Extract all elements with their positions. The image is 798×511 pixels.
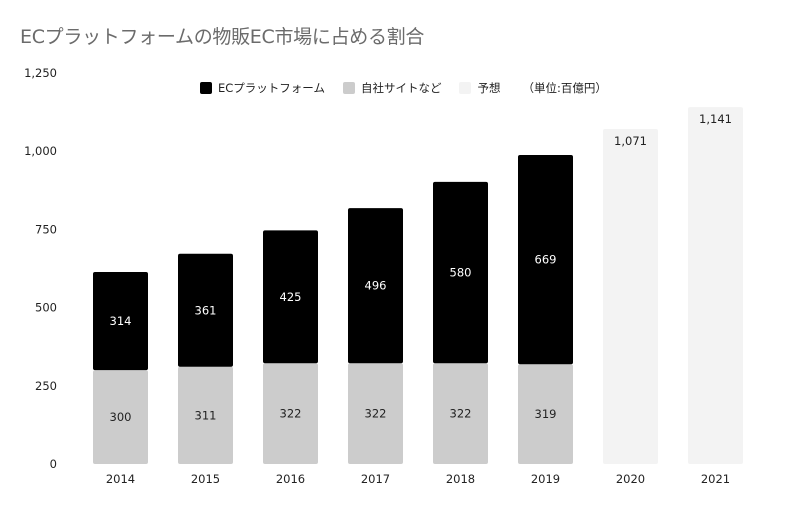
legend-swatch-ec-platform <box>200 82 212 94</box>
legend-item-ec-platform: ECプラットフォーム <box>200 80 325 96</box>
bar-2019-ec-platform <box>518 154 573 365</box>
legend-item-own-site: 自社サイトなど <box>342 80 442 96</box>
x-tick-label: 2016 <box>276 472 305 486</box>
chart-title: ECプラットフォームの物販EC市場に占める割合 <box>20 26 425 48</box>
data-label: 1,141 <box>699 112 732 126</box>
data-label: 319 <box>535 407 557 421</box>
x-tick-label: 2015 <box>191 472 220 486</box>
y-tick-label: 0 <box>50 457 57 471</box>
bar-2019-own-site <box>518 364 573 464</box>
x-tick-label: 2018 <box>446 472 475 486</box>
bar-2017-ec-platform <box>348 208 403 364</box>
bar-2020-forecast <box>603 128 658 464</box>
y-tick-label: 500 <box>35 301 57 315</box>
x-tick-label: 2021 <box>701 472 730 486</box>
bar-2018-ec-platform <box>433 181 488 364</box>
legend-swatch-own-site <box>342 82 355 94</box>
data-label: 314 <box>110 314 132 328</box>
data-labels: 300 314 311 361 322 425 322 496 322 580 319 669 1,07… <box>110 112 732 424</box>
data-label: 311 <box>195 408 217 422</box>
legend-item-forecast: 予想 <box>459 80 500 96</box>
bar-2014-own-site <box>93 370 148 464</box>
x-tick-label: 2019 <box>531 472 560 486</box>
y-axis: 0 250 500 750 1,000 1,250 <box>24 66 57 471</box>
legend-label-forecast: 予想 <box>477 81 501 95</box>
data-label: 300 <box>110 410 132 424</box>
data-label: 496 <box>365 279 387 293</box>
bars <box>93 107 743 464</box>
data-label: 361 <box>195 303 217 317</box>
legend-swatch-forecast <box>459 82 472 94</box>
legend-label-own-site: 自社サイトなど <box>360 81 442 95</box>
legend-label-ec-platform: ECプラットフォーム <box>218 81 325 95</box>
data-label: 322 <box>280 407 302 421</box>
legend: ECプラットフォーム 自社サイトなど 予想 （単位:百億円） <box>200 80 607 96</box>
bar-2014-ec-platform <box>93 271 148 371</box>
bar-2016-own-site <box>263 363 318 464</box>
x-tick-label: 2017 <box>361 472 390 486</box>
data-label: 1,071 <box>614 134 647 148</box>
data-label: 322 <box>450 407 472 421</box>
bar-2017-own-site <box>348 363 403 464</box>
bar-2016-ec-platform <box>263 230 318 364</box>
data-label: 669 <box>535 253 557 267</box>
y-tick-label: 750 <box>35 222 57 236</box>
bar-2015-own-site <box>178 366 233 464</box>
x-tick-label: 2014 <box>106 472 135 486</box>
data-label: 580 <box>450 266 472 280</box>
bar-2018-own-site <box>433 363 488 464</box>
bar-2021-forecast <box>688 107 743 464</box>
y-tick-label: 250 <box>35 379 57 393</box>
y-tick-label: 1,000 <box>24 144 57 158</box>
unit-note: （単位:百億円） <box>522 81 607 95</box>
bar-2015-ec-platform <box>178 253 233 367</box>
data-label: 322 <box>365 407 387 421</box>
x-tick-label: 2020 <box>616 472 645 486</box>
y-tick-label: 1,250 <box>24 66 57 80</box>
data-label: 425 <box>280 290 302 304</box>
x-axis: 2014 2015 2016 2017 2018 2019 2020 2021 <box>106 472 730 486</box>
